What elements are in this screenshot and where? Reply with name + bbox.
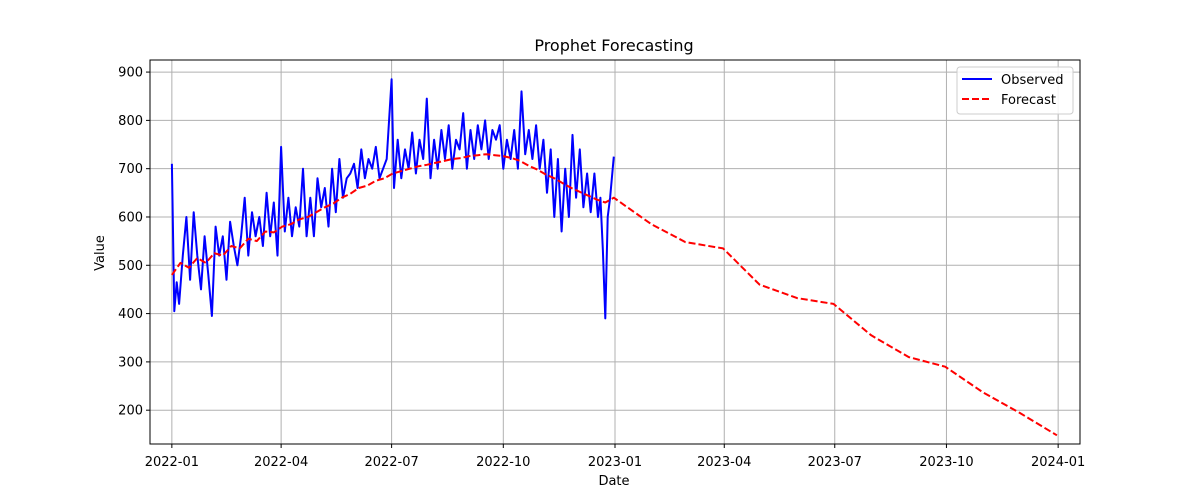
legend: Observed Forecast [956,66,1074,115]
y-axis-label: Value [93,235,108,271]
y-tick-label: 400 [118,307,143,322]
series-line-observed [170,78,615,320]
y-tick-label: 900 [118,66,143,81]
y-tick-label: 200 [118,404,143,419]
x-tick-label: 2023-07 [808,455,862,470]
x-tick-label: 2023-10 [919,455,973,470]
y-tick-label: 500 [118,259,143,274]
y-tick-label: 800 [118,114,143,129]
x-tick-label: 2022-04 [254,455,308,470]
y-tick-label: 600 [118,210,143,225]
x-tick-label: 2023-01 [588,455,642,470]
x-tick-label: 2024-01 [1031,455,1085,470]
y-tick-label: 300 [118,355,143,370]
series-layer [170,78,1058,437]
x-tick-label: 2023-04 [697,455,751,470]
legend-label-forecast: Forecast [1001,93,1056,108]
ticks: 2022-01 2022-04 2022-07 2022-10 2023-01 2023-… [118,66,1085,470]
x-axis-label: Date [598,474,629,489]
x-tick-label: 2022-01 [145,455,199,470]
chart-title: Prophet Forecasting [534,36,693,55]
series-line-forecast [171,153,1058,437]
x-tick-label: 2022-07 [364,455,418,470]
x-tick-label: 2022-10 [476,455,530,470]
y-tick-label: 700 [118,162,143,177]
legend-label-observed: Observed [1001,73,1064,88]
